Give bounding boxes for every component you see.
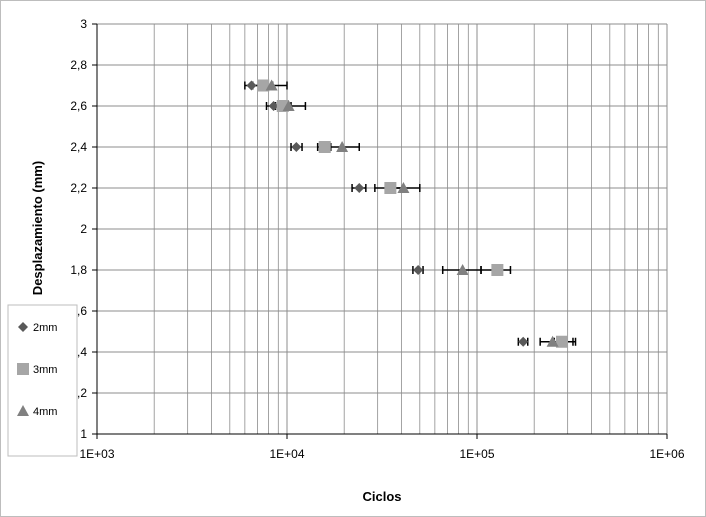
marker-3mm [257,79,270,92]
y-axis-title-text: Desplazamiento (mm) [30,161,45,295]
marker-4mm [546,335,559,347]
marker-3mm [318,141,331,153]
marker-3mm [384,182,397,194]
legend: 2mm 3mm 4mm [7,304,78,457]
y-tick-label: 1 [80,427,87,441]
y-tick-label: 2,6 [70,99,87,113]
grid-layer [96,23,668,434]
legend-box [7,304,78,457]
x-axis-title: Ciclos [362,489,401,504]
y-tick-label: 2,8 [70,58,87,72]
legend-marker-3mm [17,363,29,375]
marker-4mm [336,141,349,152]
marker-3mm [555,335,568,348]
y-tick-label: 1,8 [70,263,87,277]
legend-marker-2mm [18,322,28,332]
marker-2mm [413,265,424,275]
x-tick-label: 1E+04 [269,447,304,461]
marker-4mm [456,264,469,275]
y-axis-title: Desplazamiento (mm) [30,161,45,295]
marker-2mm [291,142,302,152]
legend-marker-4mm [17,405,29,416]
data-markers [246,79,568,348]
error-bars [244,81,577,346]
legend-label-3mm: 3mm [33,364,57,376]
x-tick-label: 1E+05 [459,447,494,461]
legend-label-2mm: 2mm [33,322,57,334]
x-tick-label: 1E+06 [649,447,684,461]
marker-4mm [282,100,295,111]
marker-2mm [246,80,257,91]
y-tick-label: 2 [80,222,87,236]
marker-4mm [397,182,410,193]
marker-2mm [268,101,279,111]
y-tick-label: 2,2 [70,181,87,195]
marker-4mm [265,79,278,91]
legend-items: 2mm 3mm 4mm [17,322,57,418]
y-tick-label: 2,4 [70,140,87,154]
marker-3mm [491,264,504,276]
axis-layer [92,23,668,439]
x-tick-label: 1E+03 [79,447,114,461]
marker-2mm [518,336,529,347]
y-tick-label: 3 [80,17,87,31]
marker-2mm [354,183,365,193]
legend-label-4mm: 4mm [33,406,57,418]
